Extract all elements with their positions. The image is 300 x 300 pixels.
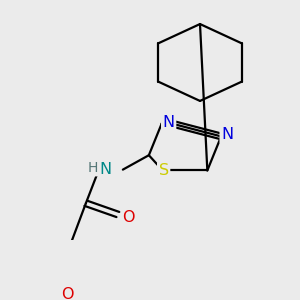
Text: O: O [123,210,135,225]
Text: S: S [159,163,169,178]
Text: H: H [88,161,98,175]
Text: N: N [100,162,112,177]
Text: O: O [61,287,74,300]
Text: N: N [221,127,233,142]
Text: N: N [163,115,175,130]
